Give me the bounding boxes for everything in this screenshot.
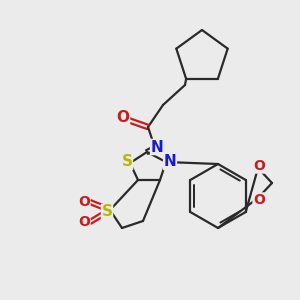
Text: S: S [101,205,112,220]
Text: O: O [78,195,90,209]
Text: S: S [122,154,133,169]
Text: N: N [164,154,176,169]
Text: O: O [253,193,265,207]
Text: O: O [78,215,90,229]
Text: O: O [253,159,265,173]
Text: O: O [116,110,130,125]
Text: N: N [151,140,164,154]
